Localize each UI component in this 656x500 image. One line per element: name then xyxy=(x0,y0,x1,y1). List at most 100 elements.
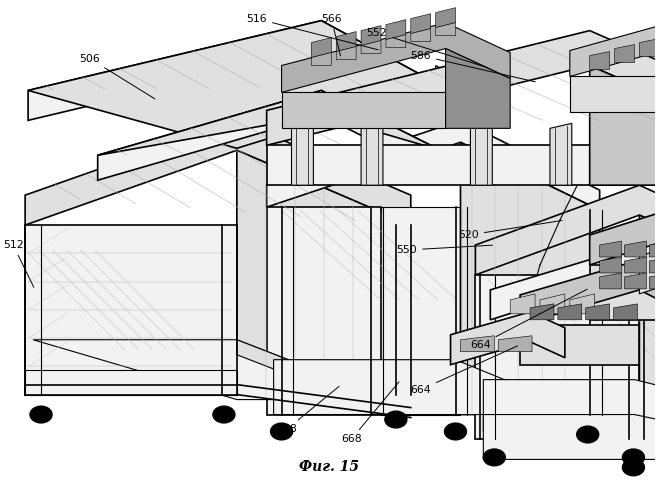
Polygon shape xyxy=(483,380,656,432)
Polygon shape xyxy=(640,232,656,298)
Polygon shape xyxy=(570,14,656,76)
Polygon shape xyxy=(550,124,572,185)
Polygon shape xyxy=(476,275,640,440)
Polygon shape xyxy=(386,34,406,48)
Polygon shape xyxy=(266,120,600,210)
Polygon shape xyxy=(436,66,461,96)
Polygon shape xyxy=(411,28,431,42)
Polygon shape xyxy=(461,336,494,351)
Polygon shape xyxy=(520,260,656,325)
Text: 506: 506 xyxy=(79,54,155,99)
Polygon shape xyxy=(590,52,609,70)
Polygon shape xyxy=(266,146,590,185)
Polygon shape xyxy=(600,273,621,289)
Polygon shape xyxy=(558,304,582,320)
Text: 504: 504 xyxy=(0,499,1,500)
Polygon shape xyxy=(640,38,656,56)
Text: 512: 512 xyxy=(3,240,34,288)
Circle shape xyxy=(483,449,505,466)
Polygon shape xyxy=(649,257,656,273)
Polygon shape xyxy=(586,304,609,320)
Polygon shape xyxy=(436,8,455,28)
Polygon shape xyxy=(436,22,455,36)
Polygon shape xyxy=(361,40,381,54)
Polygon shape xyxy=(600,241,621,257)
Text: 502: 502 xyxy=(0,499,1,500)
Polygon shape xyxy=(445,48,510,128)
Circle shape xyxy=(623,459,645,476)
Polygon shape xyxy=(451,312,565,364)
Polygon shape xyxy=(640,215,656,440)
Polygon shape xyxy=(274,360,590,414)
Text: 530: 530 xyxy=(0,499,1,500)
Polygon shape xyxy=(416,80,451,116)
Polygon shape xyxy=(625,257,646,273)
Polygon shape xyxy=(361,26,381,46)
Circle shape xyxy=(623,449,645,466)
Polygon shape xyxy=(570,76,656,112)
Polygon shape xyxy=(28,20,441,148)
Polygon shape xyxy=(649,273,656,289)
Polygon shape xyxy=(476,185,656,315)
Text: 670: 670 xyxy=(0,499,1,500)
Polygon shape xyxy=(281,22,510,92)
Polygon shape xyxy=(266,207,381,414)
Circle shape xyxy=(213,406,235,423)
Text: 550: 550 xyxy=(396,245,493,255)
Polygon shape xyxy=(625,241,646,257)
Polygon shape xyxy=(312,52,331,66)
Polygon shape xyxy=(361,124,383,185)
Circle shape xyxy=(444,423,466,440)
Polygon shape xyxy=(25,225,237,394)
Polygon shape xyxy=(590,265,656,320)
Polygon shape xyxy=(337,46,356,60)
Text: 586: 586 xyxy=(411,50,535,82)
Polygon shape xyxy=(600,257,621,273)
Circle shape xyxy=(30,406,52,423)
Polygon shape xyxy=(540,294,565,314)
Text: 664: 664 xyxy=(411,346,518,395)
Polygon shape xyxy=(28,20,441,120)
Text: 514: 514 xyxy=(0,499,1,500)
Polygon shape xyxy=(98,90,441,156)
Polygon shape xyxy=(570,294,595,314)
Circle shape xyxy=(385,411,407,428)
Polygon shape xyxy=(625,273,646,289)
Circle shape xyxy=(577,426,599,443)
Polygon shape xyxy=(25,370,237,394)
Polygon shape xyxy=(615,44,634,62)
Polygon shape xyxy=(33,340,391,400)
Circle shape xyxy=(270,423,293,440)
Polygon shape xyxy=(25,120,411,225)
Text: 668: 668 xyxy=(0,499,1,500)
Polygon shape xyxy=(613,304,638,320)
Polygon shape xyxy=(237,150,411,394)
Polygon shape xyxy=(461,142,600,414)
Polygon shape xyxy=(381,207,461,414)
Polygon shape xyxy=(237,340,391,414)
Text: 566: 566 xyxy=(321,14,342,56)
Text: 664: 664 xyxy=(470,289,587,350)
Text: Фиг. 15: Фиг. 15 xyxy=(299,460,359,474)
Polygon shape xyxy=(312,38,331,58)
Polygon shape xyxy=(490,240,656,344)
Text: 508: 508 xyxy=(276,386,339,434)
Text: 552: 552 xyxy=(367,28,487,68)
Polygon shape xyxy=(266,30,656,165)
Text: 510: 510 xyxy=(0,499,1,500)
Polygon shape xyxy=(590,200,656,265)
Polygon shape xyxy=(649,241,656,257)
Polygon shape xyxy=(483,414,656,460)
Polygon shape xyxy=(337,32,356,52)
Polygon shape xyxy=(499,336,532,351)
Polygon shape xyxy=(386,20,406,40)
Text: 528: 528 xyxy=(0,499,1,500)
Polygon shape xyxy=(520,325,640,364)
Text: 526: 526 xyxy=(0,499,1,500)
Polygon shape xyxy=(530,304,554,320)
Polygon shape xyxy=(411,14,431,34)
Text: 668: 668 xyxy=(341,382,399,444)
Polygon shape xyxy=(281,92,445,128)
Polygon shape xyxy=(291,124,314,185)
Text: 520: 520 xyxy=(458,220,562,240)
